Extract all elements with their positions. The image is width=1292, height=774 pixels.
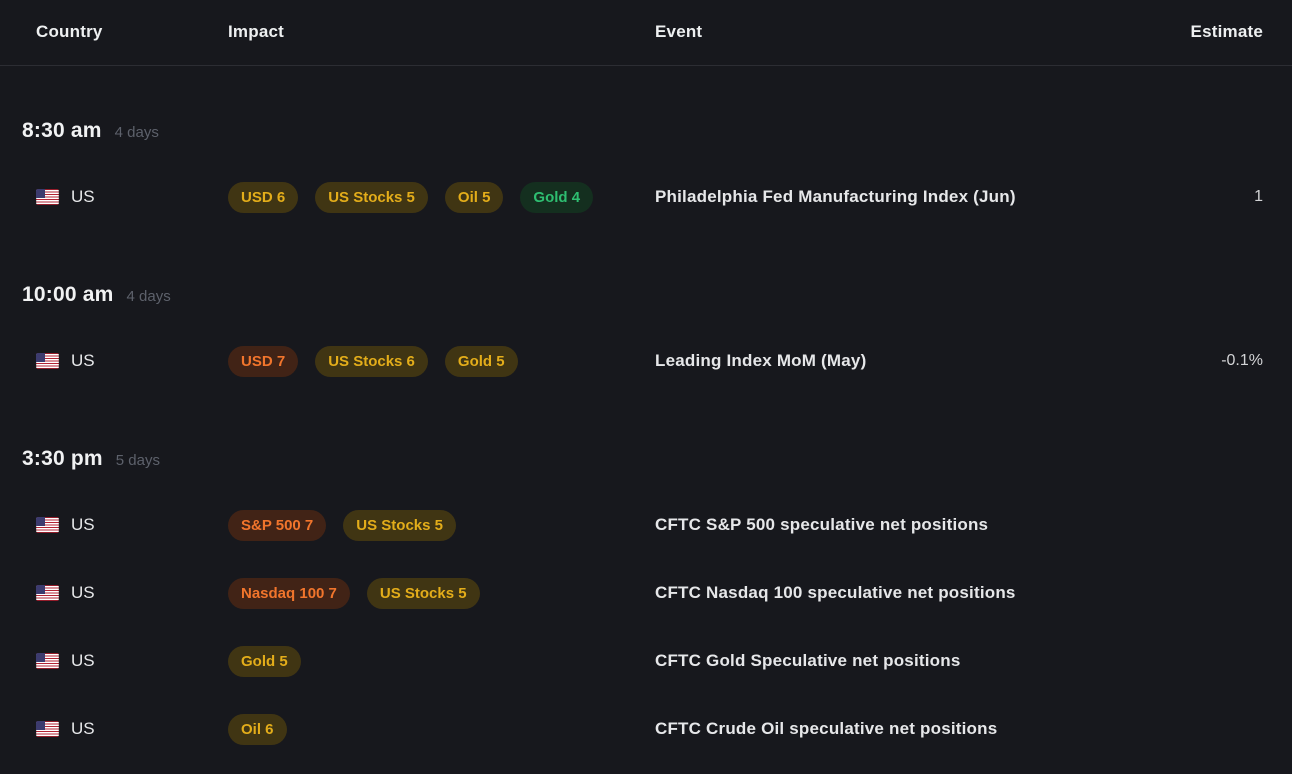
us-flag-icon — [36, 353, 59, 369]
impact-tags: S&P 500 7 US Stocks 5 — [228, 509, 655, 541]
us-flag-icon — [36, 517, 59, 533]
event-label: Leading Index MoM (May) — [655, 351, 867, 370]
impact-tags: USD 7 US Stocks 6 Gold 5 — [228, 345, 655, 377]
time-group: 8:30 am 4 days US USD 6 US Stocks 5 Oil 5 G… — [0, 119, 1292, 213]
country-label: US — [71, 583, 95, 602]
country-label: US — [71, 351, 95, 370]
impact-tag: USD 7 — [228, 345, 299, 377]
event-label: CFTC Gold Speculative net positions — [655, 651, 961, 670]
impact-tag: Oil 5 — [444, 181, 504, 213]
event-row[interactable]: US Oil 6 CFTC Crude Oil speculative net … — [0, 713, 1292, 745]
us-flag-icon — [36, 653, 59, 669]
impact-tag: S&P 500 7 — [228, 509, 327, 541]
country-cell: US — [36, 651, 228, 671]
time-group: 10:00 am 4 days US USD 7 US Stocks 6 Gold … — [0, 283, 1292, 377]
impact-tags: Gold 5 — [228, 645, 655, 677]
event-row[interactable]: US Gold 5 CFTC Gold Speculative net posi… — [0, 645, 1292, 677]
group-rows: US USD 7 US Stocks 6 Gold 5 Leading Index … — [0, 345, 1292, 377]
event-row[interactable]: US Nasdaq 100 7 US Stocks 5 CFTC Nasdaq 1… — [0, 577, 1292, 609]
group-time: 3:30 pm — [22, 447, 103, 470]
us-flag-icon — [36, 585, 59, 601]
impact-tag: US Stocks 5 — [315, 181, 428, 213]
impact-tag: Oil 6 — [228, 713, 287, 745]
group-days-countdown: 5 days — [115, 452, 160, 469]
country-cell: US — [36, 719, 228, 739]
group-days-countdown: 4 days — [114, 124, 159, 141]
group-rows: US S&P 500 7 US Stocks 5 CFTC S&P 500 spe… — [0, 509, 1292, 745]
estimate-value: -0.1% — [1221, 352, 1263, 369]
group-time: 8:30 am — [22, 119, 102, 142]
impact-tag: USD 6 — [228, 181, 299, 213]
country-label: US — [71, 187, 95, 206]
impact-tag: US Stocks 5 — [343, 509, 456, 541]
groups: 8:30 am 4 days US USD 6 US Stocks 5 Oil 5 G… — [0, 119, 1292, 745]
event-row[interactable]: US USD 7 US Stocks 6 Gold 5 Leading Index … — [0, 345, 1292, 377]
country-cell: US — [36, 515, 228, 535]
impact-tags: USD 6 US Stocks 5 Oil 5 Gold 4 — [228, 181, 655, 213]
impact-tag: Gold 4 — [520, 181, 594, 213]
column-header-country: Country — [36, 22, 103, 41]
table-header: Country Impact Event Estimate — [0, 0, 1292, 66]
estimate-value: 1 — [1254, 188, 1263, 205]
impact-tags: Oil 6 — [228, 713, 655, 745]
event-row[interactable]: US USD 6 US Stocks 5 Oil 5 Gold 4 Philadelp… — [0, 181, 1292, 213]
impact-tag: Nasdaq 100 7 — [228, 577, 350, 609]
country-cell: US — [36, 187, 228, 207]
impact-tag: Gold 5 — [444, 345, 518, 377]
country-cell: US — [36, 583, 228, 603]
country-label: US — [71, 515, 95, 534]
group-time: 10:00 am — [22, 283, 114, 306]
time-group-header: 8:30 am 4 days — [22, 119, 1292, 145]
event-row[interactable]: US S&P 500 7 US Stocks 5 CFTC S&P 500 spe… — [0, 509, 1292, 541]
time-group-header: 10:00 am 4 days — [22, 283, 1292, 309]
time-group: 3:30 pm 5 days US S&P 500 7 US Stocks 5 C… — [0, 447, 1292, 745]
event-label: CFTC Crude Oil speculative net positions — [655, 719, 998, 738]
event-label: CFTC S&P 500 speculative net positions — [655, 515, 989, 534]
impact-tag: US Stocks 5 — [366, 577, 480, 609]
time-group-header: 3:30 pm 5 days — [22, 447, 1292, 473]
group-rows: US USD 6 US Stocks 5 Oil 5 Gold 4 Philadelp… — [0, 181, 1292, 213]
event-label: CFTC Nasdaq 100 speculative net position… — [655, 583, 1016, 602]
country-label: US — [71, 651, 95, 670]
us-flag-icon — [36, 189, 59, 205]
us-flag-icon — [36, 721, 59, 737]
column-header-estimate: Estimate — [1190, 22, 1263, 41]
group-days-countdown: 4 days — [126, 288, 171, 305]
column-header-event: Event — [655, 22, 703, 41]
impact-tag: US Stocks 6 — [315, 345, 428, 377]
column-header-impact: Impact — [228, 22, 284, 41]
country-cell: US — [36, 351, 228, 371]
impact-tag: Gold 5 — [228, 645, 301, 677]
country-label: US — [71, 719, 95, 738]
event-label: Philadelphia Fed Manufacturing Index (Ju… — [655, 187, 1016, 206]
impact-tags: Nasdaq 100 7 US Stocks 5 — [228, 577, 655, 609]
